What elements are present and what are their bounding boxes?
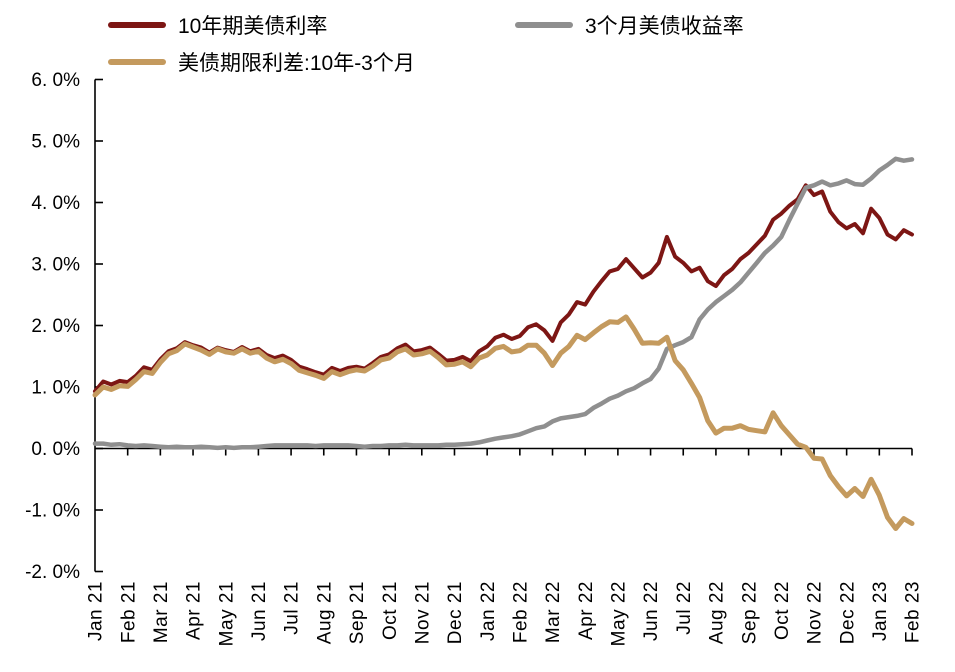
legend-item-term-spread: 美债期限利差:10年-3个月 [108,47,415,77]
legend-label-term-spread: 美债期限利差:10年-3个月 [178,52,415,75]
legend-swatch-3m-yield [515,22,573,28]
x-axis-label: Jun 22 [641,581,662,641]
x-axis-label: Feb 23 [903,581,924,643]
x-axis-label: Jan 21 [86,581,107,641]
series-line-美债期限利差:10年-3个月 [92,314,915,531]
y-axis-label: 5. 0% [31,132,80,153]
x-axis-label: Jan 22 [478,581,499,641]
y-axis-label: 2. 0% [31,316,80,337]
y-axis-label: 0. 0% [31,439,80,460]
y-axis-label: 3. 0% [31,255,80,276]
x-axis-label: Dec 21 [445,581,466,644]
y-axis-label: 6. 0% [31,70,80,91]
legend-label-3m-yield: 3个月美债收益率 [585,15,744,38]
x-axis-label: Jan 23 [870,581,891,641]
x-axis-label: Oct 22 [772,581,793,640]
x-axis-label: Jul 21 [282,581,303,635]
x-axis-label: May 21 [216,581,237,646]
x-axis-label: Aug 22 [707,581,728,644]
x-axis-label: Sep 22 [739,581,760,644]
x-axis-label: Jun 21 [249,581,270,641]
legend-swatch-10y-yield [108,22,166,28]
x-axis-label: Jul 22 [674,581,695,635]
y-axis-label: 1. 0% [31,378,80,399]
x-axis-label: Apr 21 [184,581,205,640]
series-line-3个月美债收益率 [92,156,915,451]
x-axis-label: Nov 22 [805,581,826,644]
x-axis-label: Mar 22 [543,581,564,643]
x-axis-label: Nov 21 [412,581,433,644]
y-axis-label: -1. 0% [25,501,80,522]
legend-swatch-term-spread [108,59,166,65]
x-axis-label: Feb 21 [118,581,139,643]
x-axis-label: Aug 21 [314,581,335,644]
legend-item-3m-yield: 3个月美债收益率 [515,10,744,40]
x-axis-label: Apr 22 [576,581,597,640]
legend-label-10y-yield: 10年期美债利率 [178,15,328,38]
x-axis-label: Mar 21 [151,581,172,643]
y-axis-label: -2. 0% [25,562,80,583]
legend-item-10y-yield: 10年期美债利率 [108,10,327,40]
x-axis-label: Oct 21 [380,581,401,640]
x-axis-label: Sep 21 [347,581,368,644]
y-axis-label: 4. 0% [31,193,80,214]
x-axis-label: Dec 22 [837,581,858,644]
x-axis-label: Feb 22 [510,581,531,643]
x-axis-label: May 22 [609,581,630,646]
